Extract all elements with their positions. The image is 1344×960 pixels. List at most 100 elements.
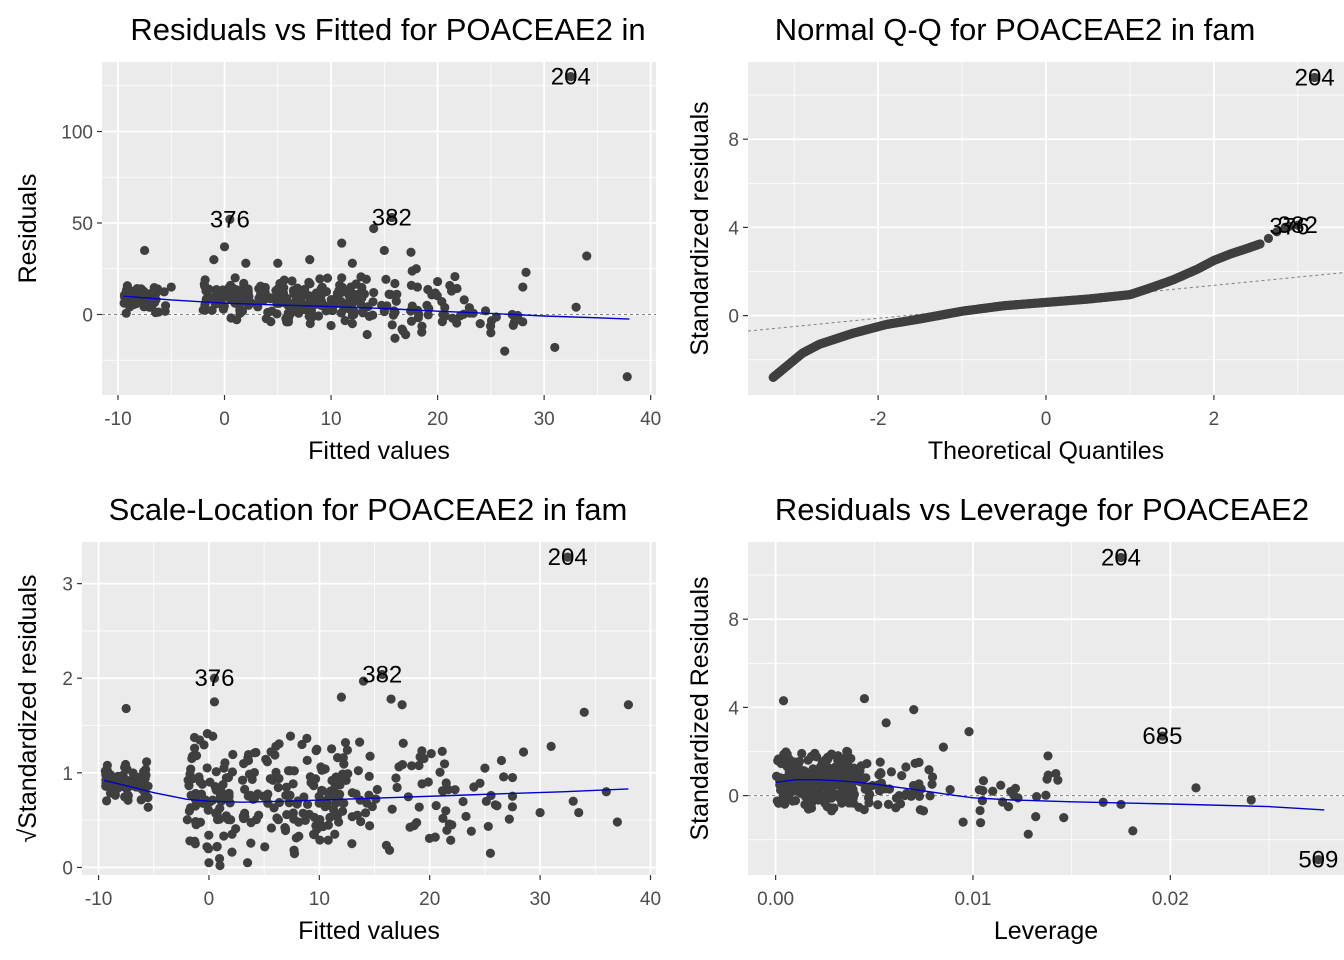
data-point <box>483 821 493 832</box>
data-point <box>459 295 469 305</box>
data-point <box>1031 812 1041 822</box>
data-point <box>132 297 143 307</box>
data-point <box>550 342 560 353</box>
data-point <box>238 811 248 822</box>
data-point <box>230 273 240 283</box>
data-point <box>864 798 874 808</box>
data-point <box>820 755 830 766</box>
data-point <box>309 829 319 839</box>
plot-area <box>102 72 656 382</box>
data-point <box>458 796 468 807</box>
point-label: 376 <box>1269 213 1309 240</box>
data-point <box>279 275 289 285</box>
x-axis-title: Leverage <box>994 917 1098 945</box>
y-tick-label: 8 <box>728 130 739 151</box>
data-point <box>437 746 447 756</box>
data-point <box>237 775 248 785</box>
data-point <box>196 789 207 799</box>
point-label: 376 <box>194 665 234 692</box>
data-point <box>250 748 260 758</box>
data-point <box>431 800 441 811</box>
data-point <box>224 788 234 798</box>
data-point <box>207 305 217 315</box>
data-point <box>273 258 283 268</box>
data-point <box>452 318 462 328</box>
x-tick-label: 0 <box>219 409 230 430</box>
data-point <box>227 829 237 839</box>
grid-lines <box>82 542 656 875</box>
data-point <box>800 791 810 801</box>
data-point <box>426 749 436 759</box>
data-point <box>242 858 253 868</box>
data-point <box>782 772 792 782</box>
data-point <box>355 737 365 747</box>
data-point <box>901 762 911 772</box>
grid-lines <box>748 62 1344 395</box>
grid-lines <box>748 542 1344 875</box>
data-point <box>360 808 371 818</box>
data-point <box>782 749 792 759</box>
x-axis-title: Fitted values <box>298 917 440 945</box>
data-point <box>1310 72 1320 83</box>
data-point <box>331 298 342 309</box>
data-point <box>281 790 291 800</box>
x-tick-label: 0.00 <box>757 889 794 910</box>
x-tick-label: 10 <box>320 409 341 430</box>
data-point <box>115 775 125 785</box>
point-label: 204 <box>1101 544 1141 571</box>
data-point <box>886 767 897 777</box>
smooth-line <box>103 779 629 803</box>
point-label: 204 <box>1295 64 1335 91</box>
scale-location-chart: 204 376 382 -10 0 10 20 30 40 0 1 2 3 Scale-Location … <box>14 492 661 945</box>
data-point <box>315 274 325 284</box>
data-point <box>362 329 372 340</box>
data-point <box>208 731 218 741</box>
x-tick-label: 30 <box>530 889 551 910</box>
data-point <box>214 854 225 864</box>
data-point <box>411 264 421 274</box>
data-point <box>322 799 332 809</box>
data-point <box>386 694 396 704</box>
data-point <box>359 289 369 299</box>
data-point <box>414 760 424 771</box>
data-point <box>783 786 793 796</box>
data-point <box>285 731 296 741</box>
data-point <box>996 780 1006 790</box>
data-point <box>485 321 496 331</box>
data-point <box>340 315 350 326</box>
data-point <box>440 302 450 313</box>
data-point <box>848 793 858 803</box>
data-point <box>352 810 362 820</box>
x-tick-label: 10 <box>309 889 330 910</box>
data-point <box>390 278 400 289</box>
data-point <box>485 848 496 858</box>
data-point <box>401 330 411 340</box>
x-tick-label: 0 <box>1041 409 1052 430</box>
data-point <box>203 844 214 854</box>
data-point <box>246 818 256 828</box>
data-point <box>305 255 315 265</box>
data-point <box>842 746 852 756</box>
data-point <box>387 320 397 330</box>
data-point <box>369 223 379 234</box>
data-point <box>978 776 989 786</box>
data-point <box>574 807 584 818</box>
data-point <box>1246 795 1256 805</box>
data-point <box>159 287 169 297</box>
data-point <box>284 798 294 808</box>
data-point <box>186 764 196 774</box>
data-point <box>219 831 229 841</box>
data-point <box>518 747 529 757</box>
data-point <box>927 779 937 789</box>
data-point <box>622 372 632 382</box>
data-point <box>860 784 870 794</box>
data-point <box>500 346 510 356</box>
data-point <box>810 768 820 778</box>
data-point <box>323 835 333 845</box>
data-point <box>317 786 328 796</box>
data-point <box>187 774 198 784</box>
data-point <box>518 317 528 327</box>
data-point <box>364 771 374 781</box>
data-point <box>799 780 809 790</box>
data-point <box>249 767 259 778</box>
